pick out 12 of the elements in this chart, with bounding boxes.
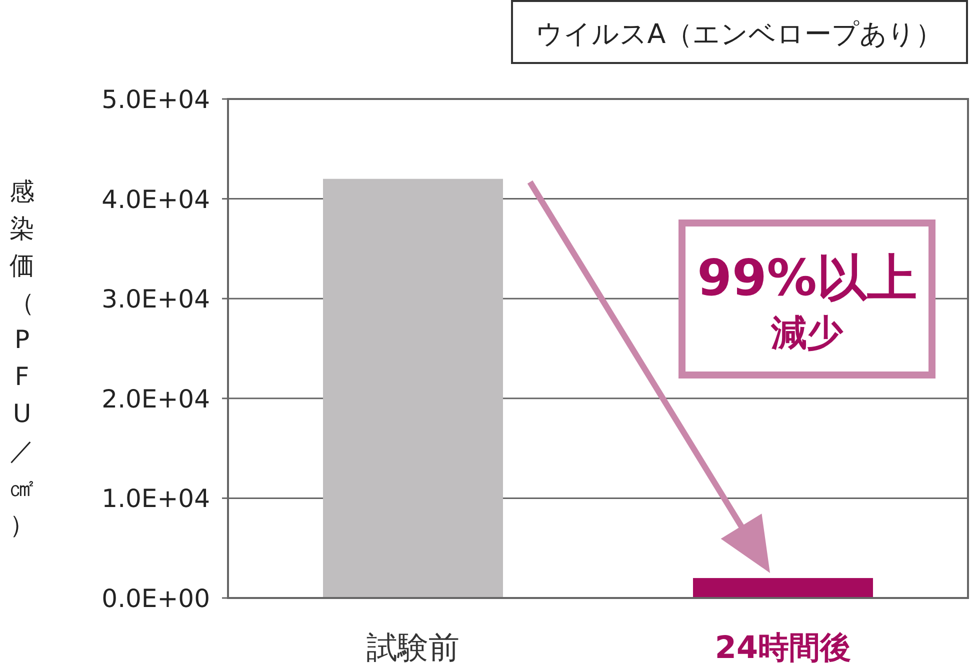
y-tick-label: 5.0E+04 (102, 85, 210, 114)
x-tick-label: 試験前 (366, 630, 460, 666)
y-tick-label: 0.0E+00 (102, 584, 210, 613)
y-tick-label: 2.0E+04 (102, 384, 210, 414)
x-tick-label: 24時間後 (714, 630, 852, 666)
y-tick-label: 4.0E+04 (102, 184, 210, 214)
y-tick-label: 3.0E+04 (102, 284, 210, 314)
annotation: 減少 (770, 313, 844, 354)
y-tick-label: 1.0E+04 (102, 484, 210, 514)
annotation: 99%以上 (697, 249, 917, 307)
text: 感染価（PFU／㎠） (10, 177, 34, 539)
chart-title: ウイルスA（エンベロープあり） (535, 19, 943, 50)
